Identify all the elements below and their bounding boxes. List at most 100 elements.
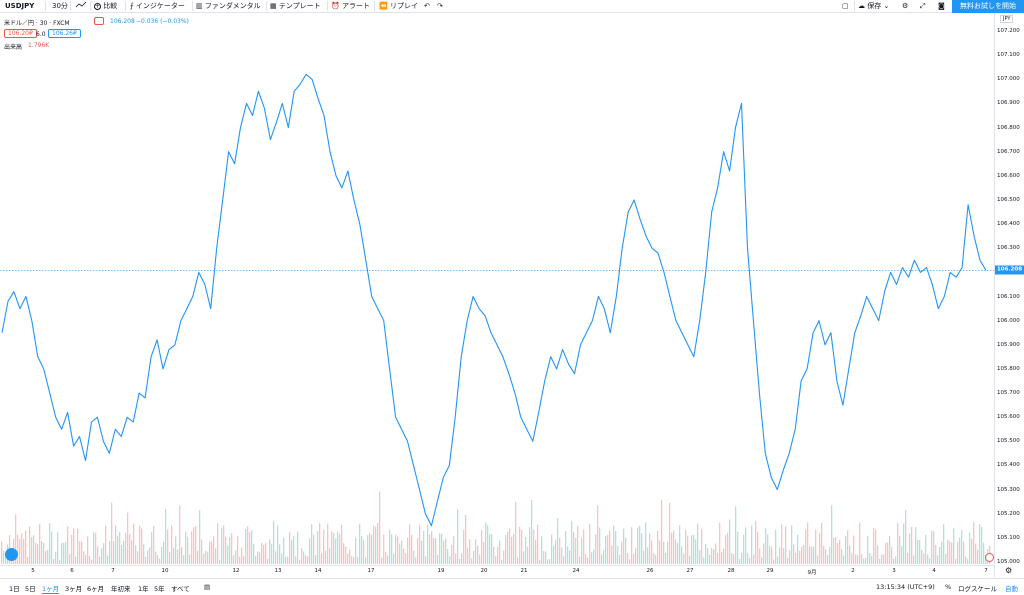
range-tab[interactable]: 1日	[9, 585, 20, 593]
volume-bar	[25, 530, 27, 564]
camera-icon[interactable]: ◙	[938, 2, 945, 10]
range-tab[interactable]: 6ヶ月	[87, 585, 105, 593]
volume-bar	[915, 526, 917, 564]
time-tick-label: 19	[437, 568, 445, 574]
start-free-trial-button[interactable]: 無料お試しを開始	[952, 0, 1024, 13]
time-tick-label: 9月	[807, 570, 817, 576]
volume-bar	[545, 551, 547, 564]
redo-icon[interactable]: ↷	[437, 2, 443, 10]
range-tab[interactable]: 1年	[138, 585, 149, 593]
range-tab[interactable]: すべて	[171, 585, 190, 593]
volume-bar	[761, 557, 763, 564]
volume-bar	[625, 537, 627, 564]
volume-bar	[119, 532, 121, 564]
log-scale-toggle[interactable]: ログスケール	[958, 585, 997, 593]
volume-bar	[689, 555, 691, 564]
volume-bar	[465, 514, 467, 564]
volume-bar	[361, 535, 363, 564]
volume-bar	[845, 536, 847, 564]
range-tab[interactable]: 5年	[154, 585, 165, 593]
volume-bar	[887, 542, 889, 564]
volume-bar	[355, 537, 357, 564]
volume-bar	[519, 526, 521, 564]
chart-style-button[interactable]	[75, 0, 87, 12]
alert-button[interactable]: ⏰ アラート	[331, 0, 370, 12]
undo-icon[interactable]: ↶	[424, 2, 430, 10]
volume-bar	[461, 553, 463, 564]
volume-bar	[335, 538, 337, 564]
gear-icon[interactable]: ⚙	[902, 2, 909, 10]
axis-settings-gear-icon[interactable]: ⚙	[1005, 566, 1013, 575]
fullscreen-icon[interactable]: ⤢	[920, 2, 926, 10]
price-chart[interactable]	[0, 0, 994, 565]
volume-bar	[253, 543, 255, 564]
volume-bar	[185, 531, 187, 564]
hide-series-icon[interactable]	[94, 17, 104, 25]
volume-bar	[803, 544, 805, 564]
volume-bar	[319, 523, 321, 564]
volume-bar	[179, 505, 181, 564]
volume-bar	[281, 553, 283, 564]
volume-bar	[509, 528, 511, 564]
range-tab[interactable]: 年初来	[111, 585, 131, 593]
volume-bar	[491, 534, 493, 564]
symbol-search-button[interactable]: USDJPY	[5, 2, 35, 10]
compare-button[interactable]: + 比較	[94, 0, 117, 12]
volume-bar	[665, 552, 667, 564]
replay-button[interactable]: ⏪ リプレイ	[379, 0, 418, 12]
volume-bar	[455, 553, 457, 564]
volume-bar	[883, 554, 885, 564]
volume-bar	[853, 535, 855, 564]
volume-bar	[869, 553, 871, 564]
save-button[interactable]: ☁ 保存 ⌄	[858, 0, 889, 12]
buy-price-button[interactable]: 106.26₽	[48, 29, 81, 38]
volume-bar	[191, 531, 193, 564]
volume-bar	[571, 520, 573, 564]
volume-bar	[823, 546, 825, 564]
price-axis[interactable]: 107.200 107.100 107.000 106.900 106.800 106.7…	[994, 13, 1024, 577]
volume-bar	[199, 510, 201, 564]
volume-bar	[349, 549, 351, 564]
volume-bar	[425, 556, 427, 564]
volume-bar	[725, 534, 727, 564]
price-tick-label: 105.500	[997, 438, 1020, 445]
volume-bar	[975, 543, 977, 564]
go-to-realtime-icon[interactable]	[985, 553, 994, 562]
sell-price-button[interactable]: 106.20₽	[4, 29, 37, 38]
percent-scale-toggle[interactable]: %	[945, 583, 952, 591]
layout-icon[interactable]: ▢	[842, 2, 849, 10]
go-to-date-icon[interactable]: ▤	[204, 583, 211, 591]
volume-bar	[137, 551, 139, 564]
volume-bar	[981, 526, 983, 564]
indicators-button[interactable]: ⨍ インジケーター	[130, 0, 185, 12]
interval-button[interactable]: 30分	[52, 2, 68, 10]
range-tab[interactable]: 5日	[25, 585, 36, 593]
volume-bar	[379, 491, 381, 564]
time-axis[interactable]: 5 6 7 10 12 13 14 17 19 20 21 24 26 27 28 29 9月 2 3 4 7	[0, 565, 994, 577]
plus-circle-icon: +	[94, 3, 101, 10]
volume-bar	[839, 539, 841, 564]
volume-bar	[979, 524, 981, 564]
volume-bar	[221, 527, 223, 564]
volume-bar	[313, 534, 315, 564]
volume-bar	[633, 553, 635, 564]
templates-button[interactable]: ▦ テンプレート	[270, 0, 321, 12]
volume-bar	[353, 557, 355, 564]
volume-bar	[51, 531, 53, 564]
volume-bar	[173, 547, 175, 564]
volume-bar	[483, 541, 485, 564]
range-tab[interactable]: 1ヶ月	[42, 585, 60, 594]
range-tab[interactable]: 3ヶ月	[65, 585, 83, 593]
fundamentals-button[interactable]: ▥ ファンダメンタル	[196, 0, 261, 12]
tradingview-logo-icon[interactable]	[5, 548, 18, 561]
clock-time[interactable]: 13:15:34 (UTC+9)	[876, 583, 935, 591]
time-tick-label: 28	[727, 568, 735, 574]
volume-bar	[159, 558, 161, 564]
volume-bar	[487, 525, 489, 564]
volume-bar	[151, 531, 153, 564]
auto-scale-toggle[interactable]: 自動	[1005, 585, 1018, 593]
time-tick-label: 27	[686, 568, 694, 574]
volume-bar	[339, 533, 341, 564]
volume-bar	[249, 531, 251, 564]
volume-bar	[257, 551, 259, 564]
